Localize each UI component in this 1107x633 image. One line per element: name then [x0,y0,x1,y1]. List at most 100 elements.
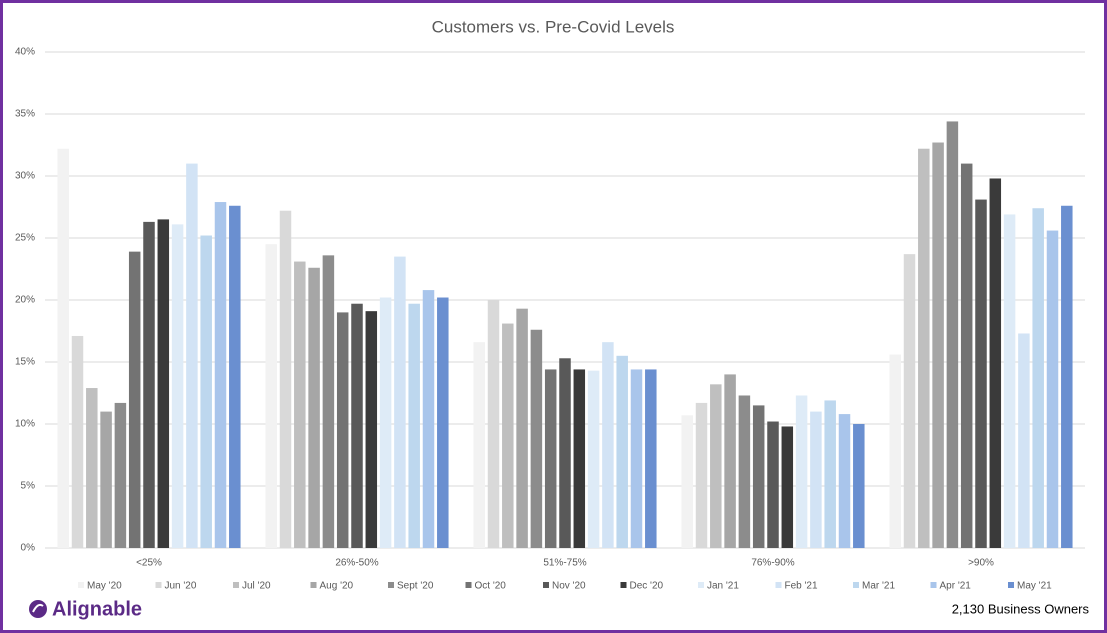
bar [394,256,406,548]
legend-label: Sept '20 [397,581,434,592]
legend-swatch [1008,582,1014,588]
bar [279,210,292,548]
bar [752,405,765,548]
legend-swatch [853,582,859,588]
bar [200,235,212,548]
y-tick-label: 5% [21,481,36,492]
bar [824,400,836,548]
footnote: 2,130 Business Owners [952,601,1090,616]
bar [724,374,736,548]
bar [710,384,722,548]
bar [516,308,528,548]
legend-label: Oct '20 [475,581,507,592]
x-tick-label: 76%-90% [751,558,794,569]
legend-label: May '20 [87,581,122,592]
bar [559,358,571,548]
bar [975,199,987,548]
bar [487,300,500,548]
legend-swatch [930,582,937,588]
legend-swatch [465,582,472,588]
bar [695,402,708,548]
bar [437,297,449,548]
bar [128,251,141,548]
y-tick-label: 20% [15,295,35,306]
legend-swatch [620,582,627,588]
bar [602,342,614,548]
bar [630,369,643,548]
x-tick-label: 51%-75% [543,558,586,569]
legend-label: Apr '21 [940,581,972,592]
legend-swatch [233,582,239,588]
legend-swatch [775,582,782,588]
bar [1018,333,1030,548]
bar [143,221,155,548]
bar [738,395,751,548]
legend-label: Jun '20 [165,581,197,592]
bar [502,323,514,548]
bar [422,290,435,548]
bar [795,395,808,548]
y-tick-label: 25% [15,233,35,244]
bar [157,219,170,548]
legend-swatch [388,582,394,588]
logo-icon [29,600,47,618]
bar [1032,208,1044,549]
bar [408,303,420,548]
legend-swatch [543,582,549,588]
legend-swatch [78,582,84,588]
bar [379,297,392,548]
bar [918,148,930,548]
bar [903,254,916,548]
bar [1061,205,1073,548]
bar [853,424,865,548]
y-tick-label: 30% [15,171,35,182]
x-tick-label: 26%-50% [335,558,378,569]
bar [265,244,277,548]
legend-label: Jul '20 [242,581,271,592]
bar [114,402,127,548]
bar [1046,230,1059,548]
bar [946,121,959,548]
logo-swoosh [32,603,44,613]
legend-label: May '21 [1017,581,1052,592]
bar [186,163,198,548]
legend-label: Dec '20 [630,581,664,592]
y-tick-label: 15% [15,357,35,368]
bar [681,415,693,548]
bar [351,303,363,548]
bar [838,414,851,548]
bar [616,355,628,548]
bar [767,421,779,548]
bar [781,426,794,548]
x-tick-label: >90% [968,558,994,569]
bar [86,388,98,548]
bar [1003,214,1016,548]
bar [573,369,586,548]
bar [645,369,657,548]
brand-name: Alignable [52,598,142,620]
bar [960,163,973,548]
y-tick-label: 10% [15,419,35,430]
brand-logo: Alignable [29,598,142,620]
bar [989,178,1002,549]
bar [214,202,227,549]
bar [336,312,349,548]
chart-title: Customers vs. Pre-Covid Levels [432,17,675,36]
bar [365,311,378,548]
bar [587,370,600,548]
legend-label: Aug '20 [320,581,354,592]
y-tick-label: 40% [15,47,35,58]
bar [932,142,944,548]
bar [889,354,901,548]
legend-label: Nov '20 [552,581,586,592]
x-tick-label: <25% [136,558,162,569]
y-tick-label: 0% [21,543,36,554]
legend-label: Feb '21 [785,581,818,592]
bar [57,148,69,548]
bar [229,205,241,548]
bar [322,255,335,549]
y-tick-label: 35% [15,109,35,120]
bar [171,224,184,549]
bar [71,335,84,548]
